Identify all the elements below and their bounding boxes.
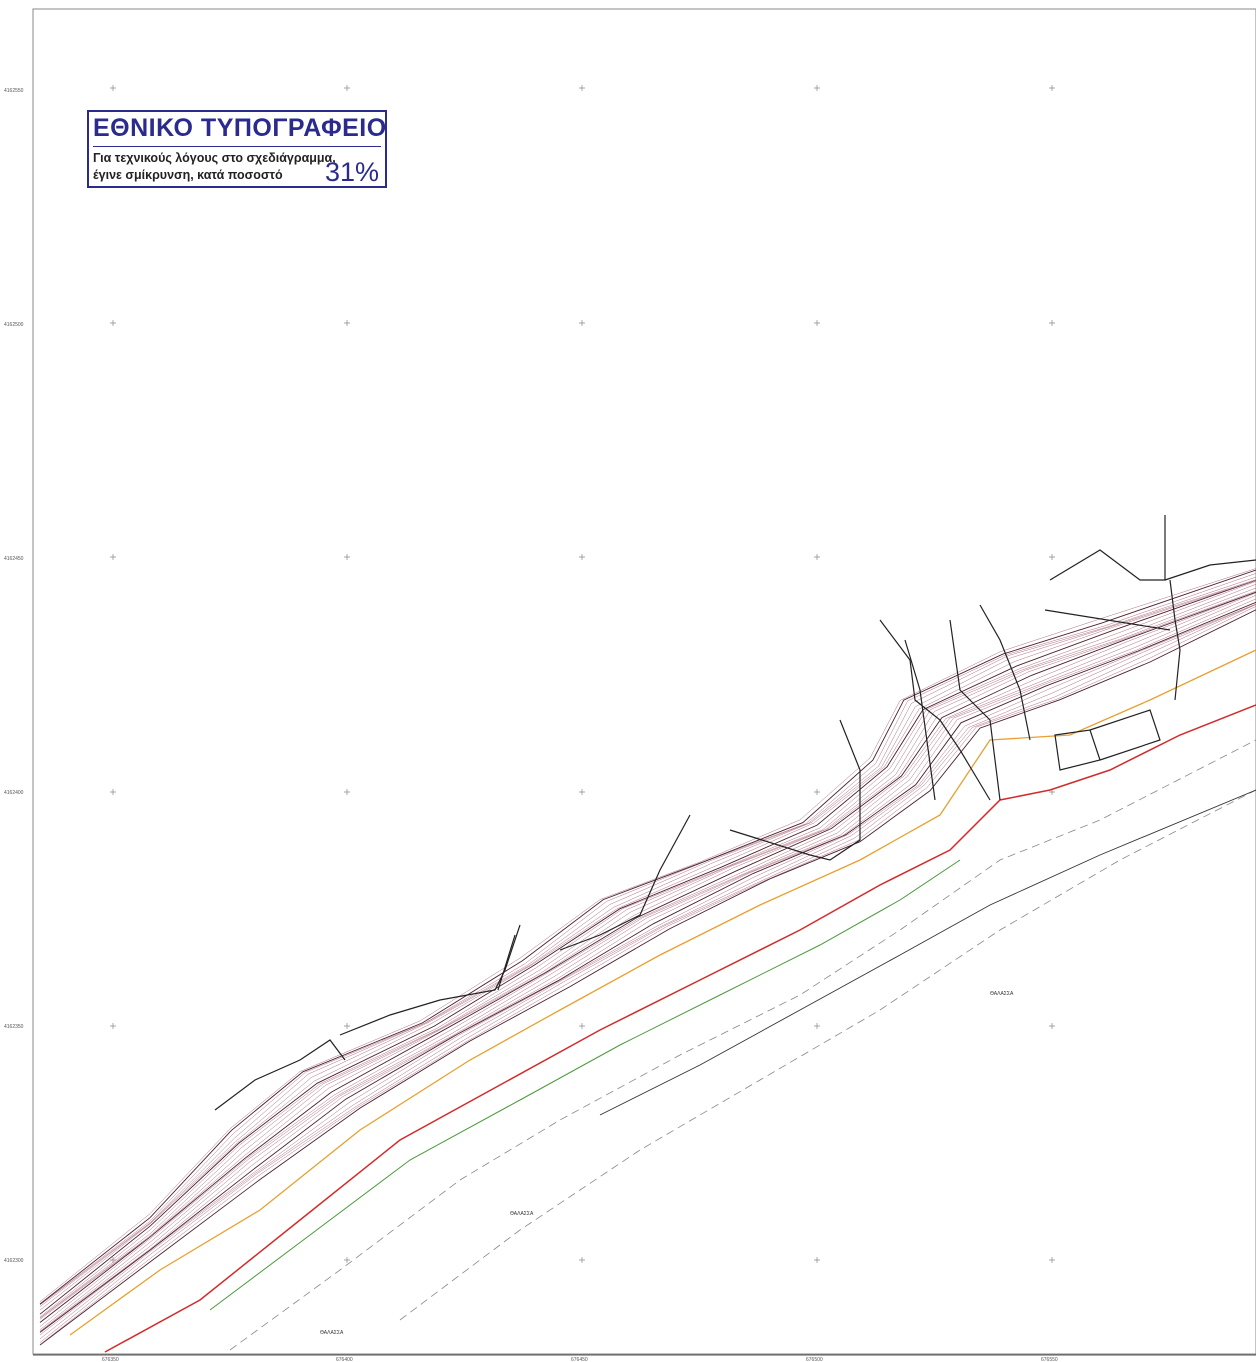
easting-label: 676450 — [571, 1357, 588, 1362]
grid-cross — [579, 1257, 585, 1263]
contour-line — [39, 603, 1256, 1336]
northing-label: 4162300 — [4, 1258, 24, 1264]
contour-line — [39, 609, 1256, 1346]
contour-line — [39, 587, 1256, 1319]
grid-cross — [1049, 1023, 1055, 1029]
grid-cross — [1049, 85, 1055, 91]
grid-cross — [814, 320, 820, 326]
contour-line — [39, 603, 1256, 1340]
sea-labels: ΘΑΛΑΣΣΑ ΘΑΛΑΣΣΑ ΘΑΛΑΣΣΑ — [320, 991, 1014, 1336]
grid-cross — [1049, 554, 1055, 560]
easting-label: 676350 — [102, 1357, 119, 1362]
grid-cross — [344, 320, 350, 326]
northing-label: 4162550 — [4, 88, 24, 94]
grid-cross — [110, 1023, 116, 1029]
grid-cross — [344, 1257, 350, 1263]
grid-cross — [579, 320, 585, 326]
grid-cross — [579, 1023, 585, 1029]
red-shoreline — [104, 704, 1256, 1353]
contour-line — [39, 581, 1256, 1318]
contour-line — [39, 580, 1256, 1311]
contour-line — [39, 583, 1256, 1319]
contour-line — [39, 579, 1256, 1307]
stamp-reduction-percent: 31% — [324, 157, 379, 187]
contour-line — [39, 573, 1256, 1305]
stamp-divider — [93, 146, 381, 147]
northing-axis: 4162550 4162500 4162450 4162400 4162350 … — [4, 88, 24, 1264]
printing-office-stamp: ΕΘΝΙΚΟ ΤΥΠΟΓΡΑΦΕΙΟ Για τεχνικούς λόγους … — [87, 110, 387, 188]
grid-crosses — [110, 85, 1055, 1263]
contour-line — [39, 592, 1256, 1330]
coast-limit-line — [599, 789, 1256, 1116]
dashed-line-1 — [229, 739, 1256, 1351]
northing-label: 4162500 — [4, 322, 24, 328]
easting-label: 676550 — [1041, 1357, 1058, 1362]
grid-cross — [344, 554, 350, 560]
contour-line — [39, 568, 1256, 1302]
grid-cross — [579, 85, 585, 91]
contour-line — [39, 604, 1256, 1343]
grid-cross — [814, 554, 820, 560]
grid-cross — [344, 85, 350, 91]
contour-line — [39, 594, 1256, 1332]
northing-label: 4162350 — [4, 1024, 24, 1030]
grid-cross — [110, 85, 116, 91]
grid-cross — [579, 554, 585, 560]
easting-axis: 676350 676400 676450 676500 676550 — [102, 1357, 1058, 1362]
contour-lines — [39, 568, 1256, 1346]
grid-cross — [110, 320, 116, 326]
northing-label: 4162450 — [4, 556, 24, 562]
contour-line — [39, 569, 1256, 1305]
contour-line — [39, 576, 1256, 1306]
orange-line — [69, 649, 1256, 1336]
grid-cross — [1049, 1257, 1055, 1263]
grid-cross — [814, 85, 820, 91]
grid-cross — [1049, 320, 1055, 326]
green-line — [209, 859, 961, 1311]
map-frame — [32, 8, 1256, 1355]
contour-line — [39, 579, 1256, 1315]
stamp-note-line-2: έγινε σμίκρυνση, κατά ποσοστό — [93, 168, 283, 182]
contour-line — [39, 591, 1256, 1323]
grid-cross — [814, 1257, 820, 1263]
grid-cross — [344, 1023, 350, 1029]
contour-line — [39, 606, 1256, 1345]
stamp-title: ΕΘΝΙΚΟ ΤΥΠΟΓΡΑΦΕΙΟ — [93, 114, 387, 142]
sea-label: ΘΑΛΑΣΣΑ — [990, 991, 1014, 997]
contour-line — [39, 591, 1256, 1327]
grid-cross — [344, 789, 350, 795]
grid-cross — [814, 789, 820, 795]
sea-label: ΘΑΛΑΣΣΑ — [510, 1211, 534, 1217]
contour-line — [39, 598, 1256, 1332]
contour-line — [39, 590, 1256, 1320]
property-boundaries — [214, 515, 1256, 1111]
grid-cross — [814, 1023, 820, 1029]
dashed-line-2 — [399, 789, 1256, 1321]
easting-label: 676400 — [336, 1357, 353, 1362]
coastal-lines — [69, 649, 1256, 1353]
grid-cross — [110, 789, 116, 795]
sea-label: ΘΑΛΑΣΣΑ — [320, 1330, 344, 1336]
stamp-note-line-1: Για τεχνικούς λόγους στο σχεδιάγραμμα, — [93, 151, 336, 165]
grid-cross — [110, 554, 116, 560]
contour-line — [39, 601, 1256, 1333]
northing-label: 4162400 — [4, 790, 24, 796]
easting-label: 676500 — [806, 1357, 823, 1362]
grid-cross — [579, 789, 585, 795]
